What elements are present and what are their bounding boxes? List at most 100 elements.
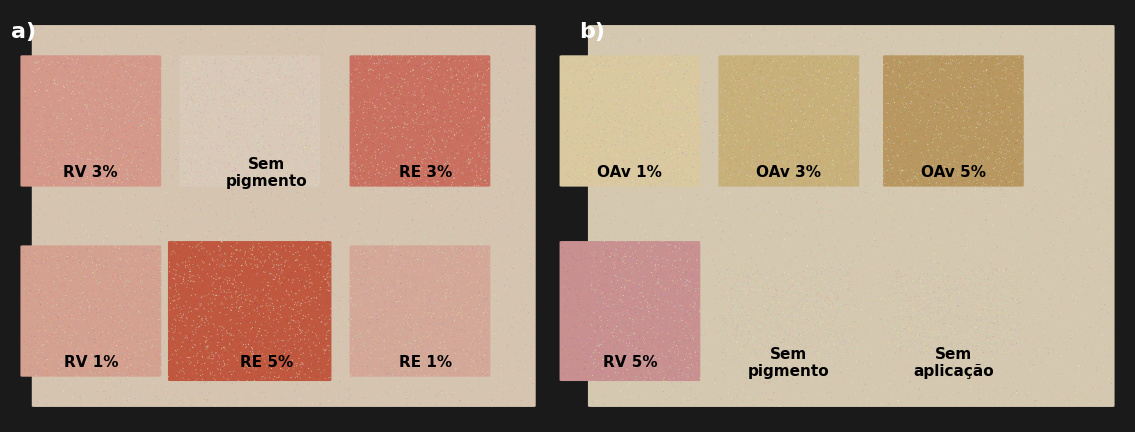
Point <box>225 356 243 363</box>
Point <box>1035 75 1053 82</box>
Point <box>464 245 482 251</box>
Point <box>790 339 808 346</box>
Point <box>738 321 756 328</box>
Point <box>812 311 830 318</box>
Point <box>902 89 920 95</box>
Point <box>762 343 780 350</box>
Point <box>415 88 434 95</box>
Point <box>454 249 472 256</box>
Point <box>823 394 841 401</box>
Point <box>613 137 631 143</box>
Point <box>925 68 943 75</box>
Point <box>748 350 766 357</box>
Point <box>241 70 259 77</box>
Point <box>370 205 388 212</box>
Point <box>115 171 133 178</box>
Point <box>101 250 119 257</box>
Point <box>422 64 440 71</box>
Point <box>951 257 969 264</box>
Point <box>622 89 640 96</box>
Point <box>800 282 818 289</box>
Point <box>235 135 253 142</box>
Point <box>308 79 326 86</box>
Point <box>817 146 835 153</box>
Point <box>297 295 316 302</box>
Point <box>367 291 385 298</box>
Point <box>729 43 747 50</box>
Point <box>774 60 792 67</box>
Point <box>167 338 185 345</box>
Point <box>464 199 482 206</box>
Point <box>27 138 45 145</box>
Point <box>251 287 269 294</box>
Point <box>950 78 968 85</box>
Point <box>100 330 118 337</box>
Point <box>205 164 224 171</box>
Point <box>836 32 855 38</box>
Point <box>961 94 980 101</box>
Point <box>211 334 229 341</box>
Point <box>728 322 746 329</box>
Point <box>468 272 486 279</box>
Point <box>115 305 133 311</box>
Point <box>679 277 697 284</box>
Point <box>893 82 911 89</box>
Point <box>783 333 801 340</box>
Point <box>140 149 158 156</box>
Point <box>64 251 82 258</box>
Point <box>75 306 93 313</box>
Point <box>678 340 696 346</box>
Point <box>667 84 686 91</box>
Point <box>165 194 183 201</box>
Point <box>955 153 973 160</box>
Point <box>1070 151 1088 158</box>
Point <box>756 140 774 146</box>
Point <box>252 305 270 312</box>
Point <box>160 268 178 275</box>
Point <box>387 320 405 327</box>
Point <box>821 170 839 177</box>
Point <box>891 343 909 350</box>
Point <box>591 157 609 164</box>
Point <box>36 247 54 254</box>
Point <box>898 188 916 195</box>
Point <box>806 117 824 124</box>
Point <box>137 267 155 274</box>
Point <box>927 345 945 352</box>
Point <box>234 255 252 262</box>
Point <box>57 363 75 370</box>
Point <box>888 144 906 151</box>
Point <box>856 360 874 367</box>
Point <box>742 86 760 92</box>
Point <box>507 273 526 280</box>
Point <box>234 49 252 56</box>
Point <box>931 293 949 300</box>
Point <box>625 70 644 77</box>
Point <box>991 348 1009 355</box>
Point <box>773 135 791 142</box>
Point <box>293 53 311 60</box>
Point <box>987 156 1006 163</box>
Point <box>82 264 100 271</box>
Point <box>791 83 809 89</box>
Point <box>277 288 295 295</box>
Point <box>720 171 738 178</box>
Point <box>151 366 169 373</box>
Point <box>237 359 255 365</box>
Point <box>994 317 1012 324</box>
Point <box>123 255 141 262</box>
Point <box>757 376 775 383</box>
Point <box>435 257 453 264</box>
Point <box>424 277 443 284</box>
Point <box>15 80 33 87</box>
Point <box>473 364 491 371</box>
Point <box>84 269 102 276</box>
Point <box>426 56 444 63</box>
Point <box>176 267 194 274</box>
Point <box>657 321 675 328</box>
Point <box>816 270 834 276</box>
Point <box>997 276 1015 283</box>
Point <box>658 59 676 66</box>
Point <box>682 386 700 393</box>
Point <box>411 293 429 300</box>
